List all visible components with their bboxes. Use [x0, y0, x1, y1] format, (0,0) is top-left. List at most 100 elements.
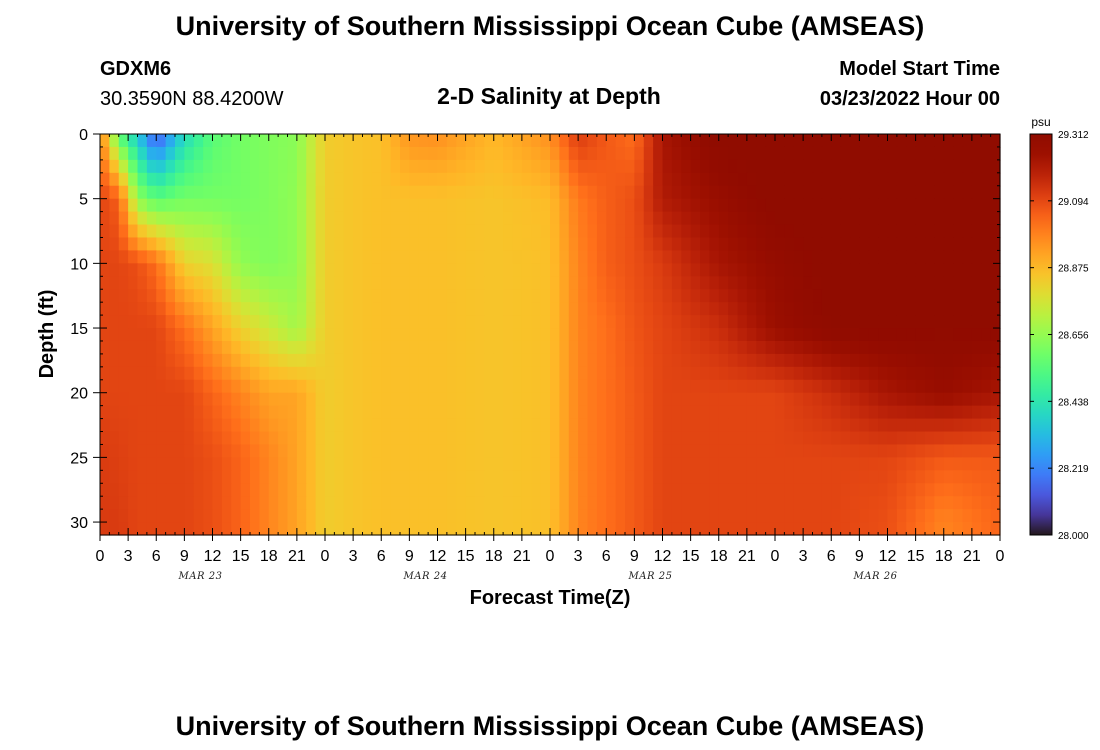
heatmap-cell — [803, 444, 814, 458]
heatmap-cell — [475, 470, 485, 484]
heatmap-cell — [578, 134, 589, 148]
heatmap-cell — [156, 470, 167, 484]
heatmap-cell — [409, 470, 420, 484]
heatmap-cell — [503, 237, 514, 252]
heatmap-cell — [240, 224, 251, 239]
heatmap-cell — [306, 366, 317, 381]
heatmap-cell — [362, 483, 373, 497]
heatmap-cell — [343, 379, 354, 394]
heatmap-cell — [896, 392, 907, 407]
heatmap-cell — [334, 224, 345, 239]
heatmap-cell — [146, 405, 157, 420]
heatmap-cell — [278, 276, 289, 290]
heatmap-cell — [925, 379, 935, 394]
heatmap-cell — [803, 366, 814, 381]
heatmap-cell — [850, 185, 860, 200]
heatmap-cell — [409, 185, 420, 200]
heatmap-cell — [418, 263, 429, 277]
heatmap-cell — [428, 457, 439, 471]
heatmap-cell — [653, 457, 664, 471]
heatmap-cell — [165, 379, 176, 394]
heatmap-cell — [756, 159, 767, 174]
heatmap-cell — [737, 224, 748, 239]
heatmap-cell — [615, 379, 626, 394]
heatmap-cell — [868, 328, 879, 342]
heatmap-cell — [268, 198, 279, 213]
heatmap-cell — [400, 263, 410, 277]
heatmap-cell — [353, 250, 364, 264]
heatmap-cell — [568, 289, 579, 303]
heatmap-cell — [868, 263, 879, 277]
heatmap-cell — [925, 328, 935, 342]
heatmap-cell — [184, 496, 195, 510]
heatmap-cell — [840, 263, 851, 277]
heatmap-cell — [925, 185, 935, 200]
heatmap-cell — [353, 224, 364, 239]
x-tick-label: 0 — [996, 548, 1005, 565]
heatmap-cell — [681, 250, 692, 264]
heatmap-cell — [756, 185, 767, 200]
heatmap-cell — [568, 263, 579, 277]
heatmap-cell — [596, 134, 607, 148]
heatmap-cell — [521, 405, 532, 420]
heatmap-cell — [362, 198, 373, 213]
heatmap-cell — [690, 198, 701, 213]
heatmap-cell — [146, 315, 157, 329]
heatmap-cell — [109, 496, 120, 510]
heatmap-cell — [165, 431, 176, 446]
heatmap-cell — [250, 224, 260, 239]
heatmap-cell — [184, 457, 195, 471]
heatmap-cell — [231, 483, 242, 497]
heatmap-cell — [737, 211, 748, 226]
heatmap-cell — [250, 470, 260, 484]
heatmap-cell — [437, 522, 448, 536]
plot-title: 2-D Salinity at Depth — [437, 83, 661, 109]
heatmap-cell — [812, 366, 823, 381]
heatmap-cell — [371, 289, 382, 303]
heatmap-cell — [981, 431, 992, 446]
heatmap-cell — [231, 289, 242, 303]
heatmap-cell — [990, 250, 1001, 264]
heatmap-cell — [503, 379, 514, 394]
heatmap-cell — [962, 353, 973, 368]
heatmap-cell — [850, 250, 860, 264]
heatmap-cell — [681, 328, 692, 342]
heatmap-cell — [962, 470, 973, 484]
heatmap-cell — [868, 276, 879, 290]
heatmap-cell — [709, 146, 720, 161]
heatmap-cell — [737, 340, 748, 355]
heatmap-cell — [212, 522, 223, 536]
heatmap-cell — [203, 340, 214, 355]
heatmap-cell — [793, 237, 804, 252]
heatmap-cell — [175, 198, 185, 213]
heatmap-cell — [953, 483, 964, 497]
heatmap-cell — [690, 444, 701, 458]
heatmap-cell — [896, 289, 907, 303]
heatmap-cell — [128, 522, 139, 536]
heatmap-cell — [128, 302, 139, 316]
heatmap-cell — [728, 457, 739, 471]
heatmap-cell — [165, 198, 176, 213]
heatmap-cell — [409, 522, 420, 536]
heatmap-cell — [775, 366, 785, 381]
heatmap-cell — [896, 509, 907, 523]
heatmap-cell — [643, 302, 654, 316]
heatmap-cell — [803, 198, 814, 213]
heatmap-cell — [690, 211, 701, 226]
heatmap-cell — [531, 340, 542, 355]
heatmap-cell — [971, 483, 982, 497]
heatmap-cell — [100, 159, 110, 174]
heatmap-cell — [793, 431, 804, 446]
heatmap-cell — [240, 353, 251, 368]
heatmap-cell — [587, 237, 598, 252]
heatmap-cell — [662, 328, 673, 342]
heatmap-cell — [859, 134, 870, 148]
heatmap-cell — [915, 250, 926, 264]
heatmap-cell — [709, 224, 720, 239]
heatmap-cell — [231, 509, 242, 523]
heatmap-cell — [681, 302, 692, 316]
heatmap-cell — [906, 328, 917, 342]
heatmap-cell — [465, 392, 476, 407]
heatmap-cell — [137, 405, 148, 420]
heatmap-cell — [334, 418, 345, 433]
